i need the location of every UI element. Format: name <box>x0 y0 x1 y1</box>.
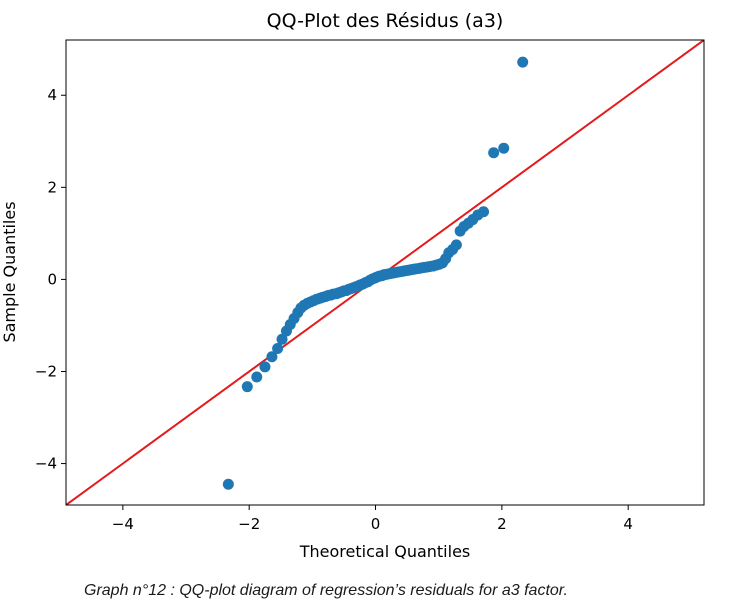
y-tick-label: 4 <box>47 86 57 104</box>
data-point <box>498 142 510 154</box>
x-tick-label: −2 <box>238 515 260 533</box>
data-point <box>488 147 500 159</box>
y-tick-label: −2 <box>35 362 57 380</box>
data-point <box>241 381 253 393</box>
x-tick-label: 2 <box>497 515 507 533</box>
data-point <box>478 206 490 218</box>
plot-frame <box>65 39 705 506</box>
chart-title: QQ-Plot des Résidus (a3) <box>267 10 504 32</box>
data-point <box>517 56 529 68</box>
data-point <box>251 371 263 383</box>
y-tick-label: −4 <box>35 455 57 473</box>
data-point <box>222 478 234 490</box>
y-axis-label: Sample Quantiles <box>0 201 19 342</box>
y-tick-label: 2 <box>47 178 57 196</box>
data-point <box>272 342 284 354</box>
data-point <box>266 351 278 363</box>
x-tick-label: −4 <box>112 515 134 533</box>
x-tick-label: 4 <box>623 515 633 533</box>
figure-caption: Graph n°12 : QQ-plot diagram of regressi… <box>84 582 568 599</box>
data-point <box>276 333 288 345</box>
x-axis-label: Theoretical Quantiles <box>299 542 471 561</box>
x-tick-label: 0 <box>371 515 381 533</box>
data-point <box>259 361 271 373</box>
data-point <box>450 239 462 251</box>
y-tick-label: 0 <box>47 270 57 288</box>
qq-plot-chart: QQ-Plot des Résidus (a3) −4 −2 0 2 4 −4 −2 0 2 4… <box>0 10 705 561</box>
